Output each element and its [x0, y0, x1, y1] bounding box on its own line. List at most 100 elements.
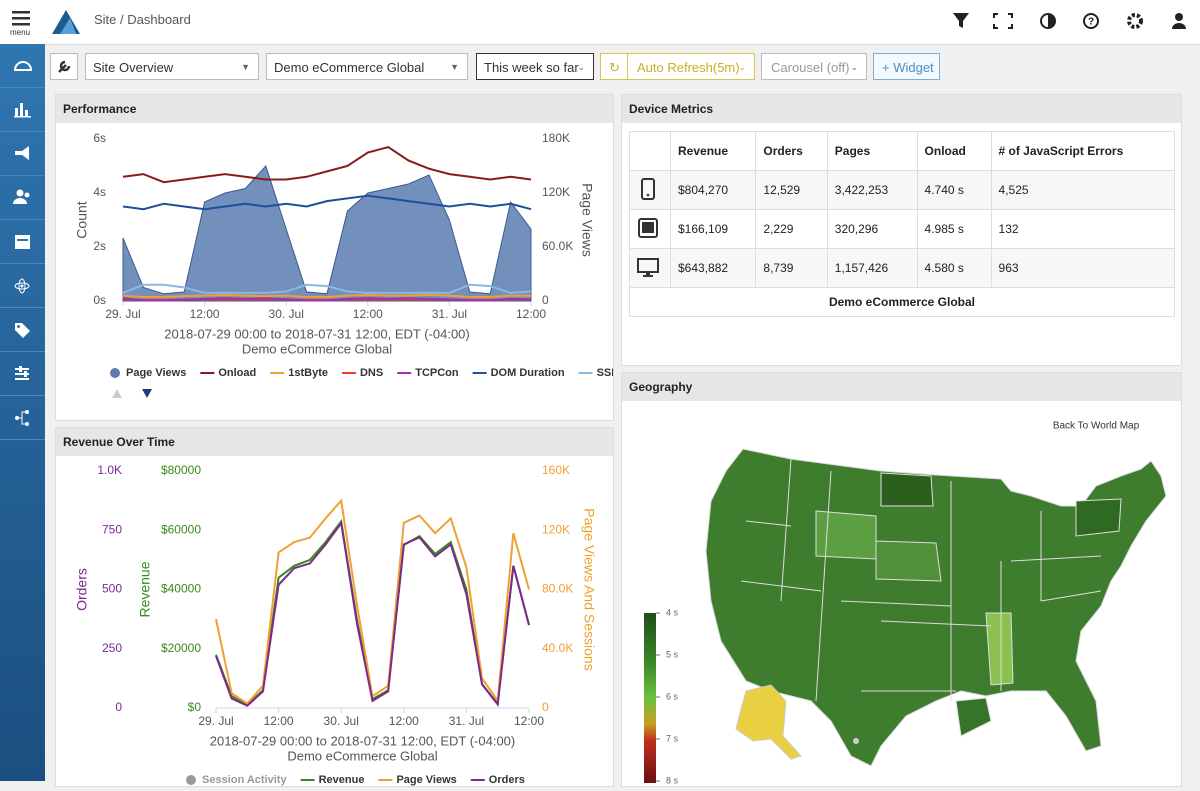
table-cell: $804,270: [669, 170, 757, 210]
y2-tick-label: 120K: [542, 185, 570, 199]
colorbar: [644, 613, 656, 783]
filter-icon[interactable]: [953, 13, 969, 28]
nav-item[interactable]: [0, 88, 45, 132]
y2-tick-label: 120K: [542, 522, 570, 536]
y-tick-label: $60000: [161, 522, 201, 536]
state[interactable]: [1075, 498, 1122, 537]
line: [122, 283, 532, 294]
nav-item[interactable]: [0, 44, 45, 88]
hawaii[interactable]: [853, 738, 859, 744]
colorbar-label: 4 s: [666, 607, 679, 617]
edit-button[interactable]: [50, 53, 78, 80]
y3-tick-label: 750: [102, 522, 122, 536]
x-tick-label: 29. Jul: [105, 307, 140, 321]
state[interactable]: [880, 472, 934, 507]
y-tick-label: 4s: [93, 185, 106, 199]
nav-item[interactable]: [0, 264, 45, 308]
y2-tick-label: 40.0K: [542, 641, 573, 655]
sidebar: [0, 44, 45, 781]
hawaii[interactable]: [863, 745, 871, 753]
y-tick-label: 6s: [93, 131, 106, 145]
legend-label: Session Activity: [202, 774, 287, 786]
nav-item[interactable]: [0, 132, 45, 176]
auto-refresh-select[interactable]: Auto Refresh(5m) ⌄: [627, 53, 755, 80]
x-tick-label: 12:00: [389, 714, 419, 728]
device-icon-cell: [629, 248, 671, 288]
nav-item[interactable]: [0, 308, 45, 352]
x-tick-label: 12:00: [264, 714, 294, 728]
help-icon[interactable]: [1083, 13, 1099, 29]
y2-tick-label: 80.0K: [542, 582, 573, 596]
legend-label: Revenue: [319, 774, 365, 786]
table-row: $166,109 2,229 320,296 4.985 s 132: [629, 209, 1176, 249]
table-cell: 2,229: [755, 209, 828, 249]
state-borders: [740, 458, 1102, 702]
chart-subtitle: Demo eCommerce Global: [287, 748, 437, 763]
device-panel: Device Metrics Revenue Orders Pages Onload #…: [621, 94, 1182, 366]
settings-icon[interactable]: [1127, 13, 1143, 29]
device-icon: [641, 177, 655, 200]
state[interactable]: [955, 697, 992, 737]
column-header: Onload: [916, 131, 992, 171]
site-select-text: Demo eCommerce Global: [274, 60, 425, 75]
y2-tick-label: 0: [542, 293, 549, 307]
carousel-text: Carousel (off): [771, 60, 850, 75]
nav-item[interactable]: [0, 176, 45, 220]
fullscreen-icon[interactable]: [993, 13, 1013, 29]
line: [215, 520, 530, 707]
state[interactable]: [985, 612, 1014, 686]
legend-label: TCPCon: [415, 367, 459, 379]
x-tick-label: 30. Jul: [324, 714, 359, 728]
nav-item[interactable]: [0, 220, 45, 264]
y-tick-label: 2s: [93, 239, 106, 253]
menu-icon[interactable]: [12, 10, 32, 26]
state[interactable]: [875, 540, 942, 582]
y3-tick-label: 0: [115, 700, 122, 714]
back-link[interactable]: Back To World Map: [1053, 421, 1140, 432]
table-row: $804,270 12,529 3,422,253 4.740 s 4,525: [629, 170, 1176, 210]
revenue-chart: 0 250 500 750 1.0K Orders $0 $20000 $40000 $60000…: [74, 463, 598, 786]
y2-axis-title: Page Views And Sessions: [581, 508, 597, 670]
svg-text:?: ?: [1088, 17, 1094, 28]
y-axis-title: Revenue: [137, 561, 153, 617]
x-tick-label: 31. Jul: [432, 307, 467, 321]
device-icon: [637, 257, 659, 277]
panel-title: Geography: [622, 373, 1181, 401]
table-cell: 12,529: [755, 170, 828, 210]
table-cell: $166,109: [669, 209, 757, 249]
nav-item[interactable]: [0, 396, 45, 440]
y2-axis-title: Page Views: [579, 183, 595, 257]
performance-chart: 0s 2s 4s 6s Count 0 60.0K 120K 180K Page Views 29.…: [74, 131, 618, 398]
refresh-button[interactable]: ↻: [600, 53, 628, 80]
table-cell: 8,739: [755, 248, 828, 288]
add-widget-button[interactable]: + Widget: [873, 53, 940, 80]
range-select-text: This week so far: [484, 60, 579, 75]
legend-label: Page Views: [126, 367, 186, 379]
auto-refresh-text: Auto Refresh(5m): [637, 60, 740, 75]
view-select[interactable]: Site Overview ▼: [85, 53, 259, 80]
table-cell: $643,882: [669, 248, 757, 288]
table-cell: 132: [990, 209, 1176, 249]
y-axis-title: Count: [74, 201, 90, 238]
view-select-text: Site Overview: [93, 60, 174, 75]
header-icons: ?: [953, 13, 1186, 29]
state[interactable]: [815, 510, 877, 560]
line: [122, 146, 532, 184]
range-select[interactable]: This week so far ⌄: [476, 53, 594, 80]
column-header: Revenue: [669, 131, 757, 171]
icon-header: [629, 131, 671, 171]
breadcrumb: Site / Dashboard: [94, 12, 191, 27]
site-select[interactable]: Demo eCommerce Global ▼: [266, 53, 468, 80]
menu-label: menu: [10, 28, 31, 37]
x-tick-label: 12:00: [516, 307, 546, 321]
column-header: # of JavaScript Errors: [990, 131, 1176, 171]
x-tick-label: 12:00: [514, 714, 544, 728]
y3-tick-label: 500: [102, 582, 122, 596]
alaska[interactable]: [735, 684, 802, 760]
user-icon[interactable]: [1175, 13, 1183, 21]
y2-tick-label: 160K: [542, 463, 570, 477]
carousel-select[interactable]: Carousel (off) ⌄: [761, 53, 867, 80]
nav-item[interactable]: [0, 352, 45, 396]
area: [122, 165, 532, 302]
